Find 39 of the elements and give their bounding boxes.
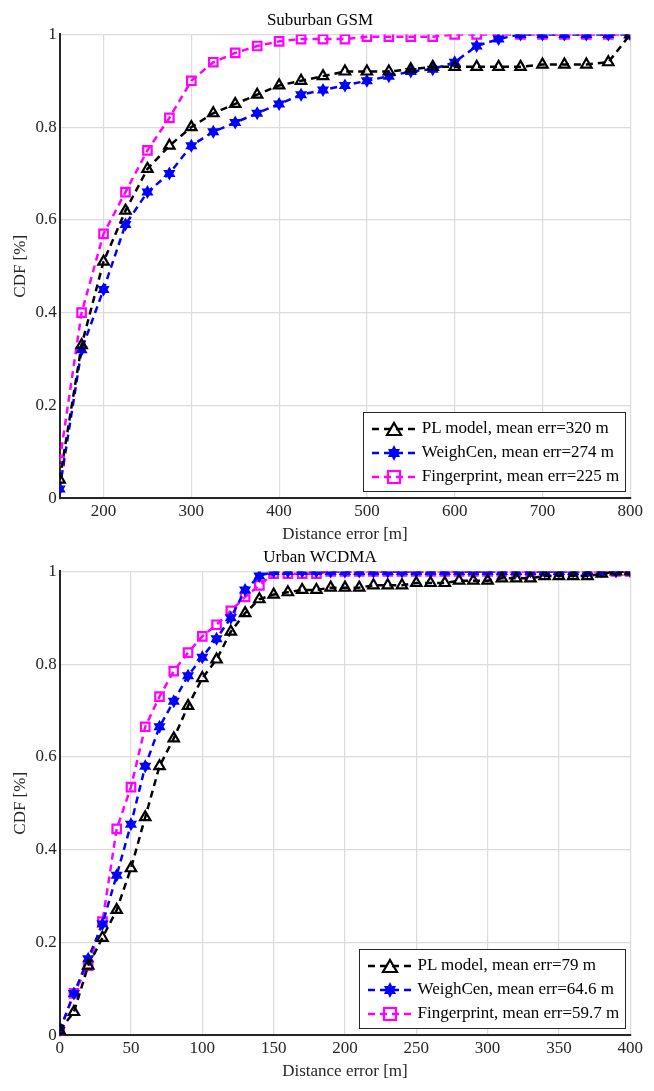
y-tick-label: 0.6 <box>35 746 57 766</box>
legend-label: PL model, mean err=320 m <box>421 418 609 438</box>
y-tick-label: 0.4 <box>35 302 58 322</box>
x-tick-label: 300 <box>178 500 205 520</box>
x-tick-label: 200 <box>332 1037 358 1057</box>
y-tick-label: 0.8 <box>35 116 57 136</box>
y-axis-title: CDF [%] <box>9 771 29 835</box>
x-tick-label: 400 <box>266 500 292 520</box>
x-tick-label: 100 <box>189 1037 216 1057</box>
x-tick-label: 800 <box>617 500 643 520</box>
y-tick-label: 0.6 <box>35 209 57 229</box>
x-tick-label: 300 <box>474 1037 501 1057</box>
y-tick-label: 0.4 <box>35 839 58 859</box>
legend-label: Fingerprint, mean err=225 m <box>421 466 620 486</box>
x-tick-label: 200 <box>90 500 117 520</box>
y-tick-label: 0.8 <box>35 653 57 673</box>
x-tick-label: 400 <box>617 1037 643 1057</box>
y-tick-label: 0 <box>48 487 57 507</box>
legend-label: Fingerprint, mean err=59.7 m <box>417 1003 620 1023</box>
x-tick-label: 150 <box>260 1037 287 1057</box>
x-axis-title: Distance error [m] <box>282 1061 408 1081</box>
legend-label: PL model, mean err=79 m <box>417 955 596 975</box>
x-tick-label: 600 <box>441 500 468 520</box>
x-tick-label: 50 <box>122 1037 140 1057</box>
y-tick-label: 0.2 <box>35 394 57 414</box>
y-tick-label: 1 <box>48 23 57 43</box>
x-axis-title: Distance error [m] <box>282 524 408 544</box>
y-axis-title: CDF [%] <box>9 234 29 298</box>
x-tick-label: 700 <box>529 500 556 520</box>
x-tick-label: 350 <box>546 1037 572 1057</box>
legend-label: WeighCen, mean err=64.6 m <box>417 979 615 999</box>
y-tick-label: 0 <box>48 1024 57 1044</box>
chart-title: Suburban GSM <box>266 9 374 29</box>
y-tick-label: 1 <box>48 560 57 580</box>
chart-title: Urban WCDMA <box>263 546 378 566</box>
x-tick-label: 500 <box>354 500 380 520</box>
legend-label: WeighCen, mean err=274 m <box>421 442 615 462</box>
y-tick-label: 0.2 <box>35 931 57 951</box>
x-tick-label: 250 <box>403 1037 430 1057</box>
